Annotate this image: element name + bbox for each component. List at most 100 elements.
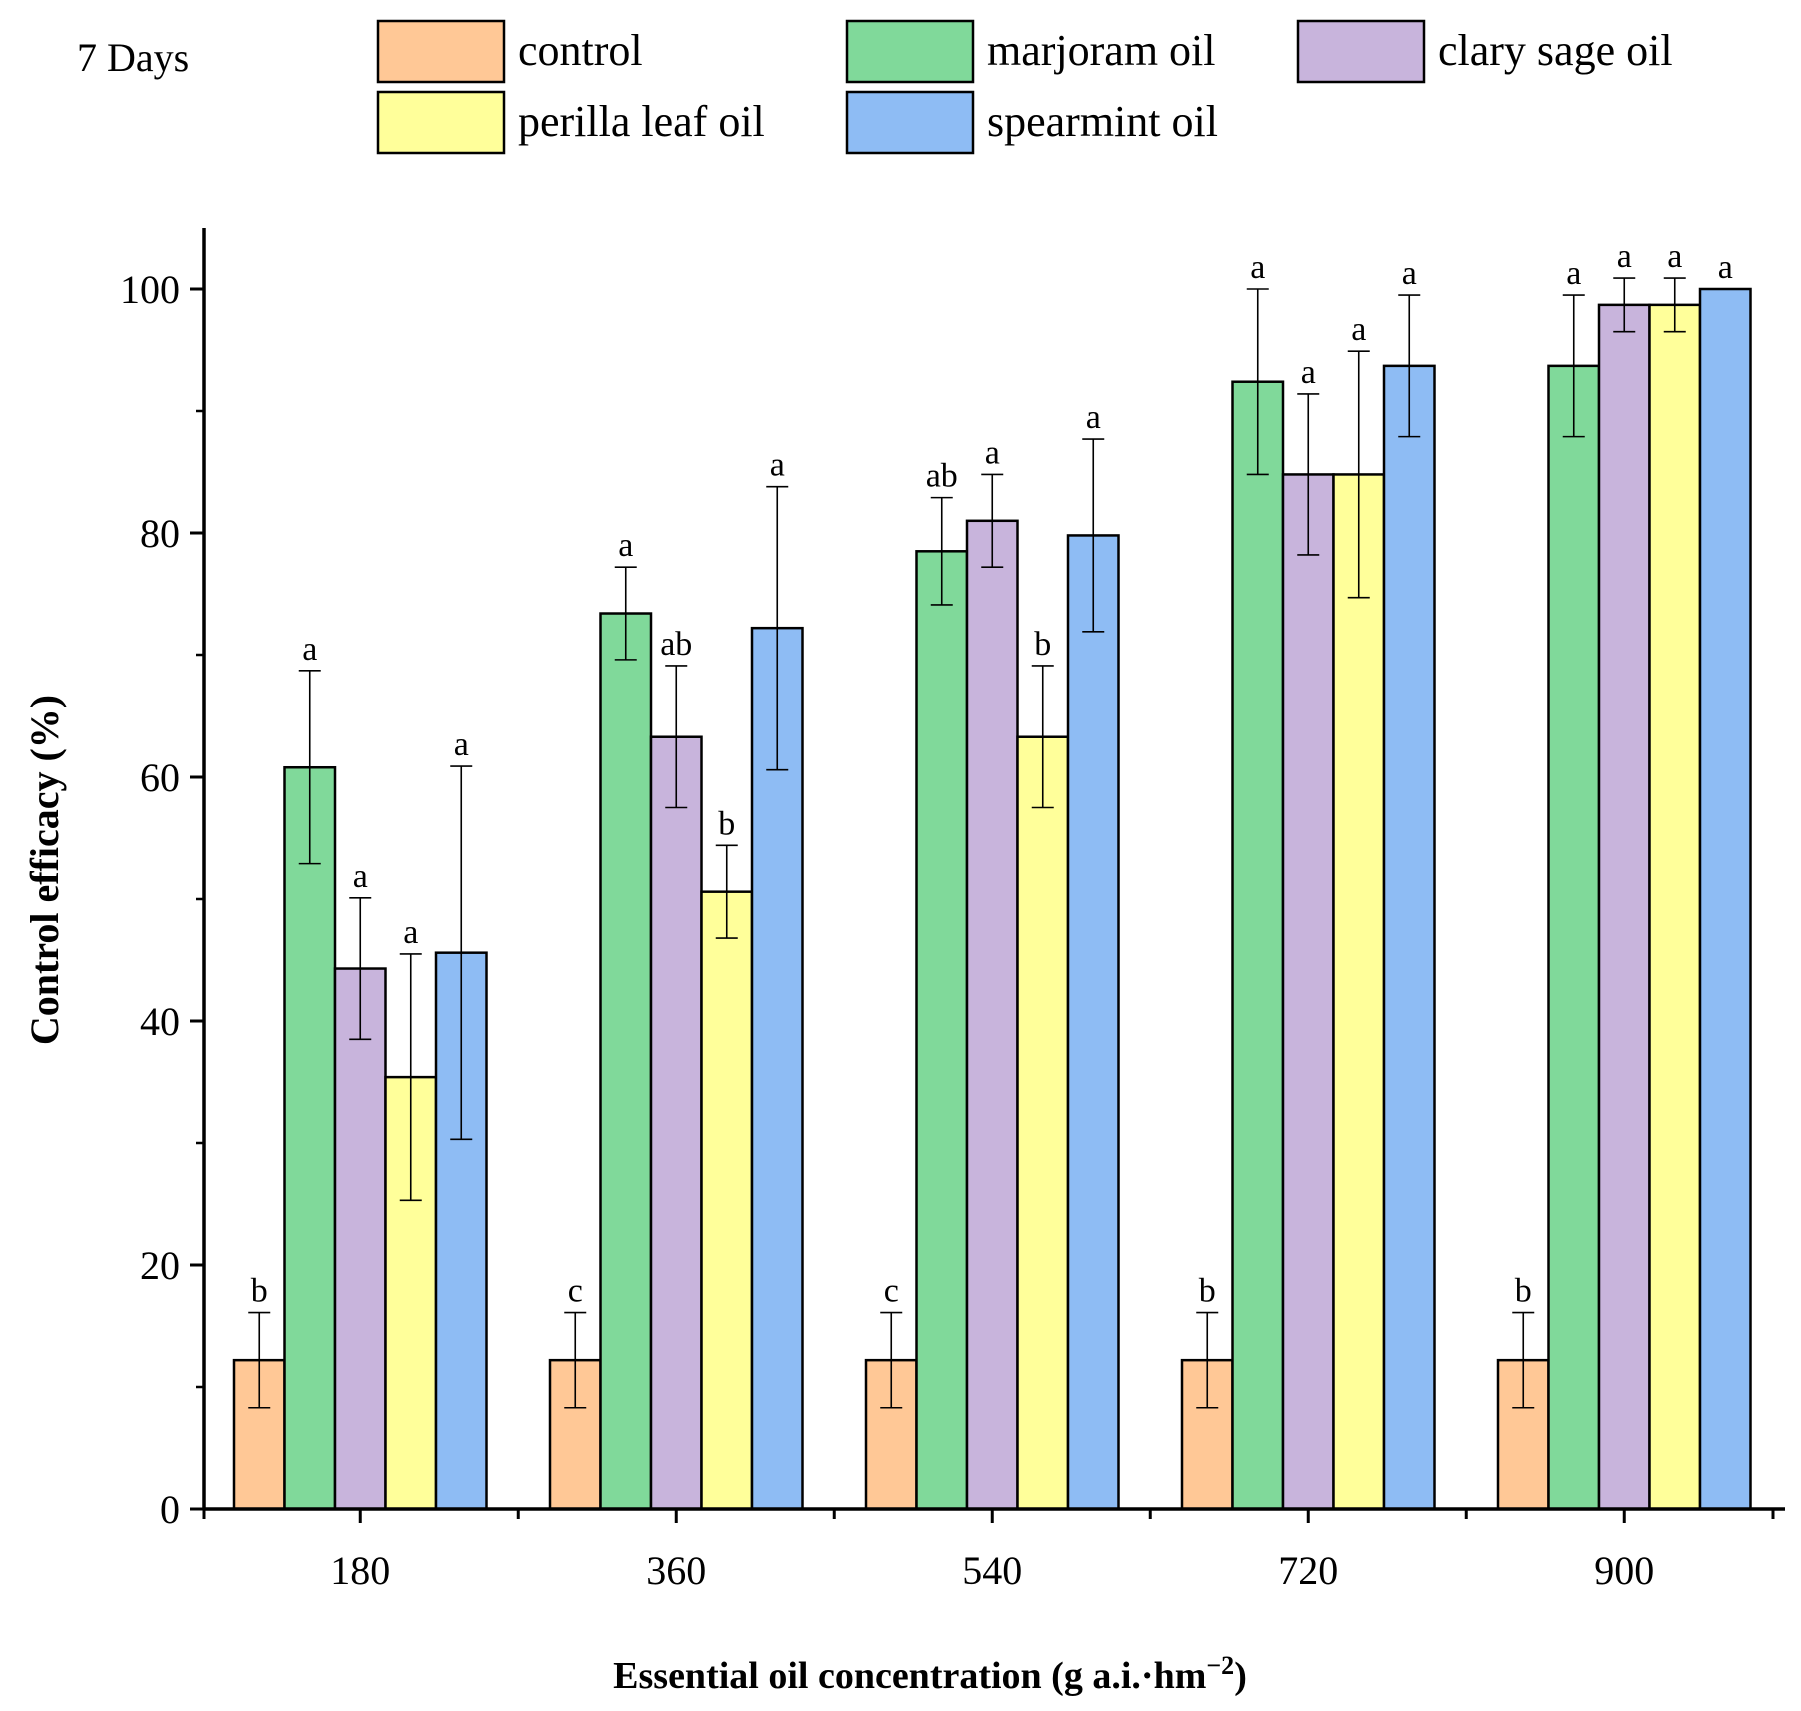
significance-letter: b xyxy=(1034,626,1051,663)
legend: control marjoram oil clary sage oil perilla… xyxy=(376,19,1673,155)
bar-clary-sage-oil-720 xyxy=(1281,473,1335,1511)
legend-swatch xyxy=(845,90,975,155)
legend-item-marjoram-oil: marjoram oil xyxy=(845,19,1216,84)
bar-clary-sage-oil-360 xyxy=(649,735,703,1511)
legend-item-control: control xyxy=(376,19,643,84)
legend-swatch xyxy=(376,19,506,84)
y-tick-label: 40 xyxy=(140,999,180,1044)
significance-letter: a xyxy=(1718,249,1733,286)
y-tick-label: 80 xyxy=(140,511,180,556)
x-tick-label: 360 xyxy=(646,1548,706,1593)
error-bar xyxy=(665,665,688,809)
chart-title: 7 Days xyxy=(77,35,189,80)
x-tick-label: 720 xyxy=(1278,1548,1338,1593)
significance-letter: a xyxy=(1250,249,1265,286)
bar-spearmint-oil-540 xyxy=(1066,534,1120,1511)
legend-label: marjoram oil xyxy=(987,26,1216,75)
significance-letter: a xyxy=(770,447,785,484)
error-bar xyxy=(1512,1311,1535,1409)
significance-letter: ab xyxy=(926,458,958,495)
legend-label: clary sage oil xyxy=(1438,26,1673,75)
significance-letter: a xyxy=(1351,311,1366,348)
error-bar xyxy=(1082,438,1105,633)
significance-letter: a xyxy=(403,914,418,951)
error-bar xyxy=(349,896,372,1041)
legend-item-perilla-leaf-oil: perilla leaf oil xyxy=(376,90,765,155)
bar-marjoram-oil-540 xyxy=(915,550,969,1511)
error-bar xyxy=(981,473,1004,568)
error-bar xyxy=(450,765,473,1141)
bar-clary-sage-oil-180 xyxy=(333,967,387,1511)
significance-letter: a xyxy=(302,631,317,668)
error-bar xyxy=(880,1311,903,1409)
error-bar xyxy=(248,1311,271,1409)
error-bar xyxy=(399,953,422,1202)
axes: 0 20 40 60 80 100 180 360 540 720 900 xyxy=(120,228,1785,1593)
bar-clary-sage-oil-900 xyxy=(1597,303,1651,1511)
significance-letter: b xyxy=(1515,1273,1532,1310)
x-axis-label-superscript: −2 xyxy=(1206,1651,1234,1680)
bar-marjoram-oil-720 xyxy=(1231,380,1285,1511)
bar-perilla-leaf-oil-720 xyxy=(1332,473,1386,1511)
y-tick-label: 20 xyxy=(140,1243,180,1288)
error-bar xyxy=(715,844,738,939)
error-bar xyxy=(1031,665,1054,809)
error-bar xyxy=(1562,294,1585,438)
bar-perilla-leaf-oil-360 xyxy=(700,890,754,1511)
y-axis-label: Control efficacy (%) xyxy=(22,695,67,1045)
y-tick-label: 100 xyxy=(120,267,180,312)
legend-label: spearmint oil xyxy=(987,97,1218,146)
significance-letter: a xyxy=(985,434,1000,471)
significance-letter: ab xyxy=(660,626,692,663)
bar-spearmint-oil-720 xyxy=(1382,364,1436,1511)
significance-letter: b xyxy=(251,1273,268,1310)
y-tick-label: 60 xyxy=(140,755,180,800)
bar-spearmint-oil-900 xyxy=(1698,287,1752,1511)
bar-marjoram-oil-360 xyxy=(599,612,653,1511)
error-bar xyxy=(1398,294,1421,438)
x-tick-label: 180 xyxy=(330,1548,390,1593)
error-bar xyxy=(1297,393,1320,556)
significance-letter: c xyxy=(568,1273,583,1310)
error-bar xyxy=(614,566,637,661)
error-bar xyxy=(1246,288,1269,476)
significance-letter: a xyxy=(1566,255,1581,292)
bar-perilla-leaf-oil-900 xyxy=(1648,303,1702,1511)
legend-item-spearmint-oil: spearmint oil xyxy=(845,90,1218,155)
error-bar xyxy=(1347,350,1370,599)
x-axis-label: Essential oil concentration (g a.i.·hm−2… xyxy=(613,1651,1247,1697)
error-bar xyxy=(564,1311,587,1409)
significance-letter: c xyxy=(884,1273,899,1310)
error-bar xyxy=(298,670,321,865)
error-bar xyxy=(1196,1311,1219,1409)
bar-marjoram-oil-180 xyxy=(283,765,337,1511)
error-bar xyxy=(766,485,789,771)
error-bar xyxy=(930,496,953,606)
error-bar xyxy=(1663,277,1686,333)
significance-letter: b xyxy=(718,805,735,842)
significance-letter: a xyxy=(1402,255,1417,292)
significance-letter: a xyxy=(353,858,368,895)
x-tick-label: 900 xyxy=(1594,1548,1654,1593)
significance-letter: b xyxy=(1199,1273,1216,1310)
legend-label: control xyxy=(518,26,643,75)
legend-swatch xyxy=(1296,19,1426,84)
significance-letter: a xyxy=(1617,238,1632,275)
x-axis-label-text: Essential oil concentration (g a.i.·hm xyxy=(613,1655,1206,1697)
significance-letter: a xyxy=(618,527,633,564)
legend-swatch xyxy=(376,90,506,155)
legend-item-clary-sage-oil: clary sage oil xyxy=(1296,19,1673,84)
bar-perilla-leaf-oil-540 xyxy=(1016,735,1070,1511)
significance-letter: a xyxy=(1301,354,1316,391)
bar-marjoram-oil-900 xyxy=(1547,364,1601,1511)
error-bar xyxy=(1613,277,1636,333)
significance-letter: a xyxy=(454,726,469,763)
y-tick-label: 0 xyxy=(160,1487,180,1532)
legend-label: perilla leaf oil xyxy=(518,97,765,146)
x-axis-label-end: ) xyxy=(1234,1655,1247,1697)
